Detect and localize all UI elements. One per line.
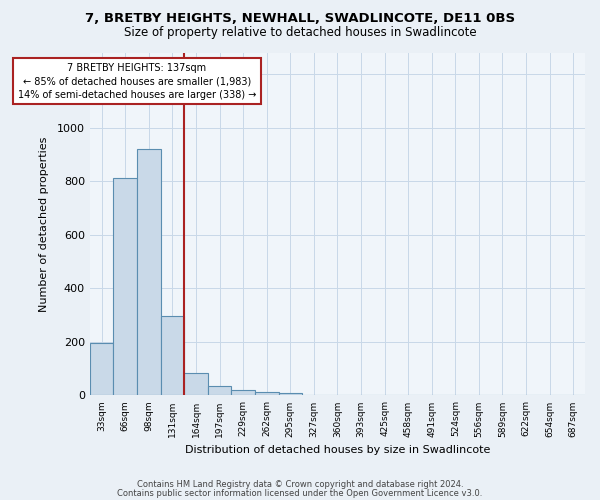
- Bar: [184, 372, 208, 396]
- Text: Contains HM Land Registry data © Crown copyright and database right 2024.: Contains HM Land Registry data © Crown c…: [137, 480, 463, 489]
- X-axis label: Distribution of detached houses by size in Swadlincote: Distribution of detached houses by size …: [185, 445, 490, 455]
- Bar: [232, 390, 255, 396]
- Text: 7, BRETBY HEIGHTS, NEWHALL, SWADLINCOTE, DE11 0BS: 7, BRETBY HEIGHTS, NEWHALL, SWADLINCOTE,…: [85, 12, 515, 26]
- Bar: [90, 343, 113, 396]
- Bar: [255, 392, 278, 396]
- Bar: [161, 316, 184, 396]
- Y-axis label: Number of detached properties: Number of detached properties: [38, 136, 49, 312]
- Bar: [208, 386, 232, 396]
- Bar: [113, 178, 137, 396]
- Bar: [137, 149, 161, 396]
- Text: Size of property relative to detached houses in Swadlincote: Size of property relative to detached ho…: [124, 26, 476, 39]
- Bar: [278, 393, 302, 396]
- Text: Contains public sector information licensed under the Open Government Licence v3: Contains public sector information licen…: [118, 488, 482, 498]
- Text: 7 BRETBY HEIGHTS: 137sqm
← 85% of detached houses are smaller (1,983)
14% of sem: 7 BRETBY HEIGHTS: 137sqm ← 85% of detach…: [18, 63, 256, 100]
